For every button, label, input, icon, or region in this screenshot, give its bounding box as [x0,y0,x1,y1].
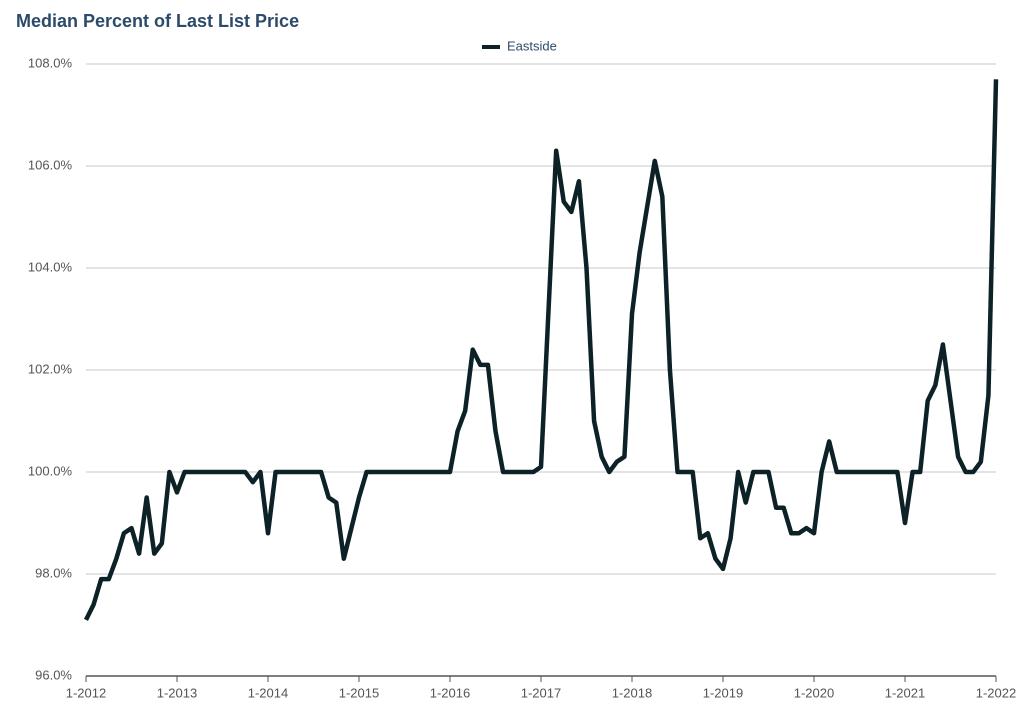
x-tick-label: 1-2012 [66,685,106,700]
x-tick-label: 1-2020 [794,685,834,700]
x-tick-label: 1-2021 [885,685,925,700]
x-tick-label: 1-2016 [430,685,470,700]
y-tick-label: 96.0% [35,667,72,682]
y-tick-label: 108.0% [28,55,73,70]
y-tick-label: 102.0% [28,361,73,376]
y-tick-label: 104.0% [28,259,73,274]
x-tick-label: 1-2022 [976,685,1016,700]
x-tick-label: 1-2014 [248,685,288,700]
x-tick-label: 1-2018 [612,685,652,700]
y-tick-label: 106.0% [28,157,73,172]
x-tick-label: 1-2017 [521,685,561,700]
x-tick-label: 1-2013 [157,685,197,700]
line-series [83,79,999,621]
legend-label: Eastside [507,38,557,53]
x-tick-label: 1-2015 [339,685,379,700]
chart-title: Median Percent of Last List Price [16,11,299,31]
y-tick-label: 100.0% [28,463,73,478]
x-tick-label: 1-2019 [703,685,743,700]
y-tick-label: 98.0% [35,565,72,580]
